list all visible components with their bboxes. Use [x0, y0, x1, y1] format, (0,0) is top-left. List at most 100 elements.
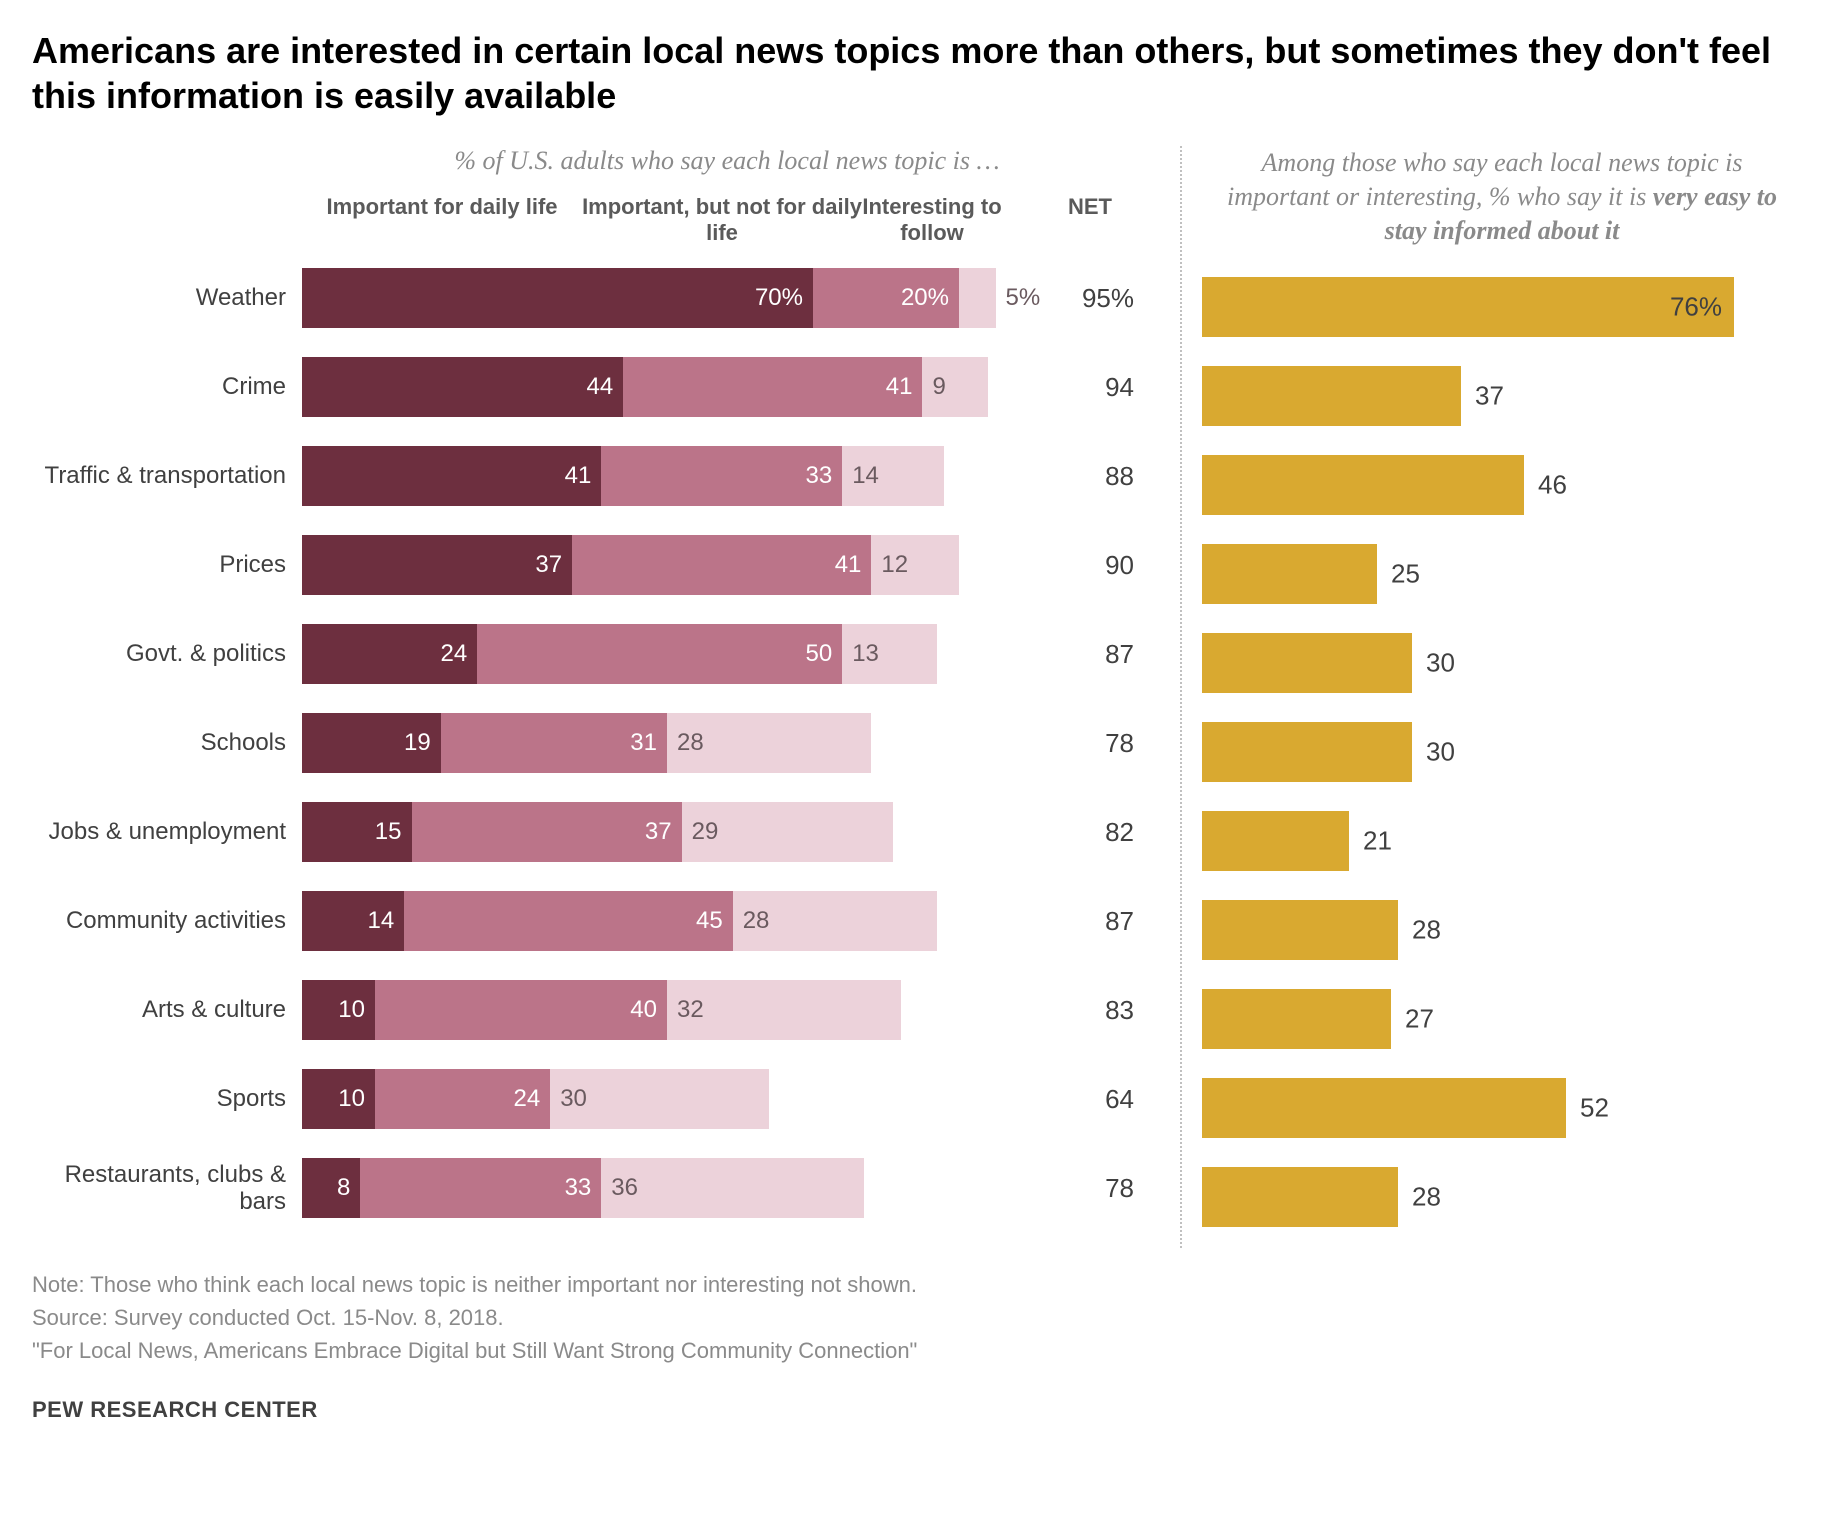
- net-value: 78: [1032, 728, 1152, 759]
- left-chart: % of U.S. adults who say each local news…: [32, 146, 1152, 1240]
- segment-value: 9: [922, 373, 955, 401]
- left-subtitle: % of U.S. adults who say each local news…: [32, 146, 1152, 176]
- segment-value: 41: [555, 462, 602, 490]
- easy-value: 76%: [1670, 291, 1722, 322]
- segment-value: 33: [555, 1174, 602, 1202]
- segment-important-not-daily: 20%: [813, 268, 959, 328]
- segment-important-daily: 70%: [302, 268, 813, 328]
- segment-value: 40: [620, 996, 667, 1024]
- segment-value: 10: [328, 996, 375, 1024]
- easy-bar-area: 30: [1202, 633, 1762, 693]
- segment-value: 15: [365, 818, 412, 846]
- easy-value: 21: [1349, 825, 1392, 856]
- segment-value: 28: [733, 907, 780, 935]
- segment-value: 8: [327, 1174, 360, 1202]
- right-subtitle: Among those who say each local news topi…: [1202, 146, 1802, 247]
- easy-value: 25: [1377, 558, 1420, 589]
- segment-interesting: 28: [733, 891, 937, 951]
- stacked-bar: 193128: [302, 713, 1032, 773]
- chart-row: Prices37411290: [32, 528, 1152, 603]
- segment-important-daily: 19: [302, 713, 441, 773]
- segment-interesting: 14: [842, 446, 944, 506]
- chart-row: Sports10243064: [32, 1062, 1152, 1137]
- easy-bar: 30: [1202, 722, 1412, 782]
- col-interesting: Interesting to follow: [862, 194, 1002, 247]
- easy-row: 27: [1202, 981, 1802, 1056]
- note-line: "For Local News, Americans Embrace Digit…: [32, 1334, 1814, 1367]
- net-value: 87: [1032, 906, 1152, 937]
- chart-row: Jobs & unemployment15372982: [32, 795, 1152, 870]
- row-label: Sports: [32, 1085, 302, 1113]
- segment-value: 50: [795, 640, 842, 668]
- segment-important-not-daily: 33: [360, 1158, 601, 1218]
- segment-value: 24: [430, 640, 477, 668]
- segment-interesting: 36: [601, 1158, 864, 1218]
- easy-bar: 28: [1202, 1167, 1398, 1227]
- segment-value: 29: [682, 818, 729, 846]
- segment-interesting: 5%: [959, 268, 996, 328]
- easy-row: 30: [1202, 625, 1802, 700]
- segment-important-daily: 8: [302, 1158, 360, 1218]
- segment-value: 44: [576, 373, 623, 401]
- segment-interesting: 32: [667, 980, 901, 1040]
- easy-bar-area: 76%: [1202, 277, 1762, 337]
- row-label: Crime: [32, 373, 302, 401]
- stacked-bar: 102430: [302, 1069, 1032, 1129]
- easy-bar: 21: [1202, 811, 1349, 871]
- segment-important-not-daily: 45: [404, 891, 733, 951]
- chart-title: Americans are interested in certain loca…: [32, 28, 1772, 118]
- note-line: Source: Survey conducted Oct. 15-Nov. 8,…: [32, 1301, 1814, 1334]
- easy-row: 30: [1202, 714, 1802, 789]
- segment-important-daily: 14: [302, 891, 404, 951]
- segment-important-daily: 24: [302, 624, 477, 684]
- segment-value: 28: [667, 729, 714, 757]
- easy-bar: 27: [1202, 989, 1391, 1049]
- row-label: Traffic & transportation: [32, 462, 302, 490]
- easy-row: 37: [1202, 358, 1802, 433]
- segment-important-not-daily: 37: [412, 802, 682, 862]
- easy-bar-area: 28: [1202, 900, 1762, 960]
- easy-value: 46: [1524, 469, 1567, 500]
- row-label: Govt. & politics: [32, 640, 302, 668]
- easy-row: 46: [1202, 447, 1802, 522]
- row-label: Schools: [32, 729, 302, 757]
- segment-value: 33: [795, 462, 842, 490]
- easy-value: 30: [1412, 647, 1455, 678]
- chart-notes: Note: Those who think each local news to…: [32, 1268, 1814, 1367]
- segment-value: 36: [601, 1174, 648, 1202]
- easy-bar: 28: [1202, 900, 1398, 960]
- net-value: 78: [1032, 1173, 1152, 1204]
- chart-row: Traffic & transportation 41 3314 88: [32, 439, 1152, 514]
- easy-value: 30: [1412, 736, 1455, 767]
- net-value: 64: [1032, 1084, 1152, 1115]
- stacked-bar: 44419: [302, 357, 1032, 417]
- chart-row: Weather70%20%5%95%: [32, 261, 1152, 336]
- segment-important-daily: 41: [302, 446, 601, 506]
- vertical-divider: [1180, 146, 1182, 1248]
- segment-important-daily: 10: [302, 1069, 375, 1129]
- easy-value: 28: [1398, 914, 1441, 945]
- segment-value: 70%: [745, 284, 813, 312]
- stacked-bar: 8 3336: [302, 1158, 1032, 1218]
- segment-important-not-daily: 24: [375, 1069, 550, 1129]
- row-label: Jobs & unemployment: [32, 818, 302, 846]
- net-value: 95%: [1032, 283, 1152, 314]
- segment-interesting: 9: [922, 357, 988, 417]
- segment-value: 37: [525, 551, 572, 579]
- segment-value: 24: [503, 1085, 550, 1113]
- segment-value: 32: [667, 996, 714, 1024]
- segment-important-not-daily: 41: [623, 357, 922, 417]
- stacked-bar: 153729: [302, 802, 1032, 862]
- stacked-bar: 374112: [302, 535, 1032, 595]
- col-important-not-daily: Important, but not for daily life: [582, 194, 862, 247]
- easy-bar-area: 27: [1202, 989, 1762, 1049]
- chart-row: Community activities14452887: [32, 884, 1152, 959]
- column-headers: Important for daily life Important, but …: [32, 194, 1152, 247]
- net-value: 88: [1032, 461, 1152, 492]
- chart-row: Restaurants, clubs & bars8333678: [32, 1151, 1152, 1226]
- easy-row: 28: [1202, 892, 1802, 967]
- segment-interesting: 28: [667, 713, 871, 773]
- easy-bar: 46: [1202, 455, 1524, 515]
- segment-important-not-daily: 40: [375, 980, 667, 1040]
- stacked-bar: 41 3314: [302, 446, 1032, 506]
